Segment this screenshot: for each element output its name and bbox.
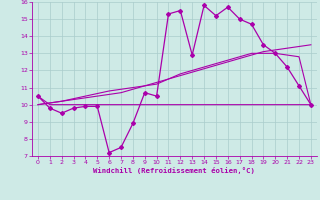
X-axis label: Windchill (Refroidissement éolien,°C): Windchill (Refroidissement éolien,°C) xyxy=(93,167,255,174)
